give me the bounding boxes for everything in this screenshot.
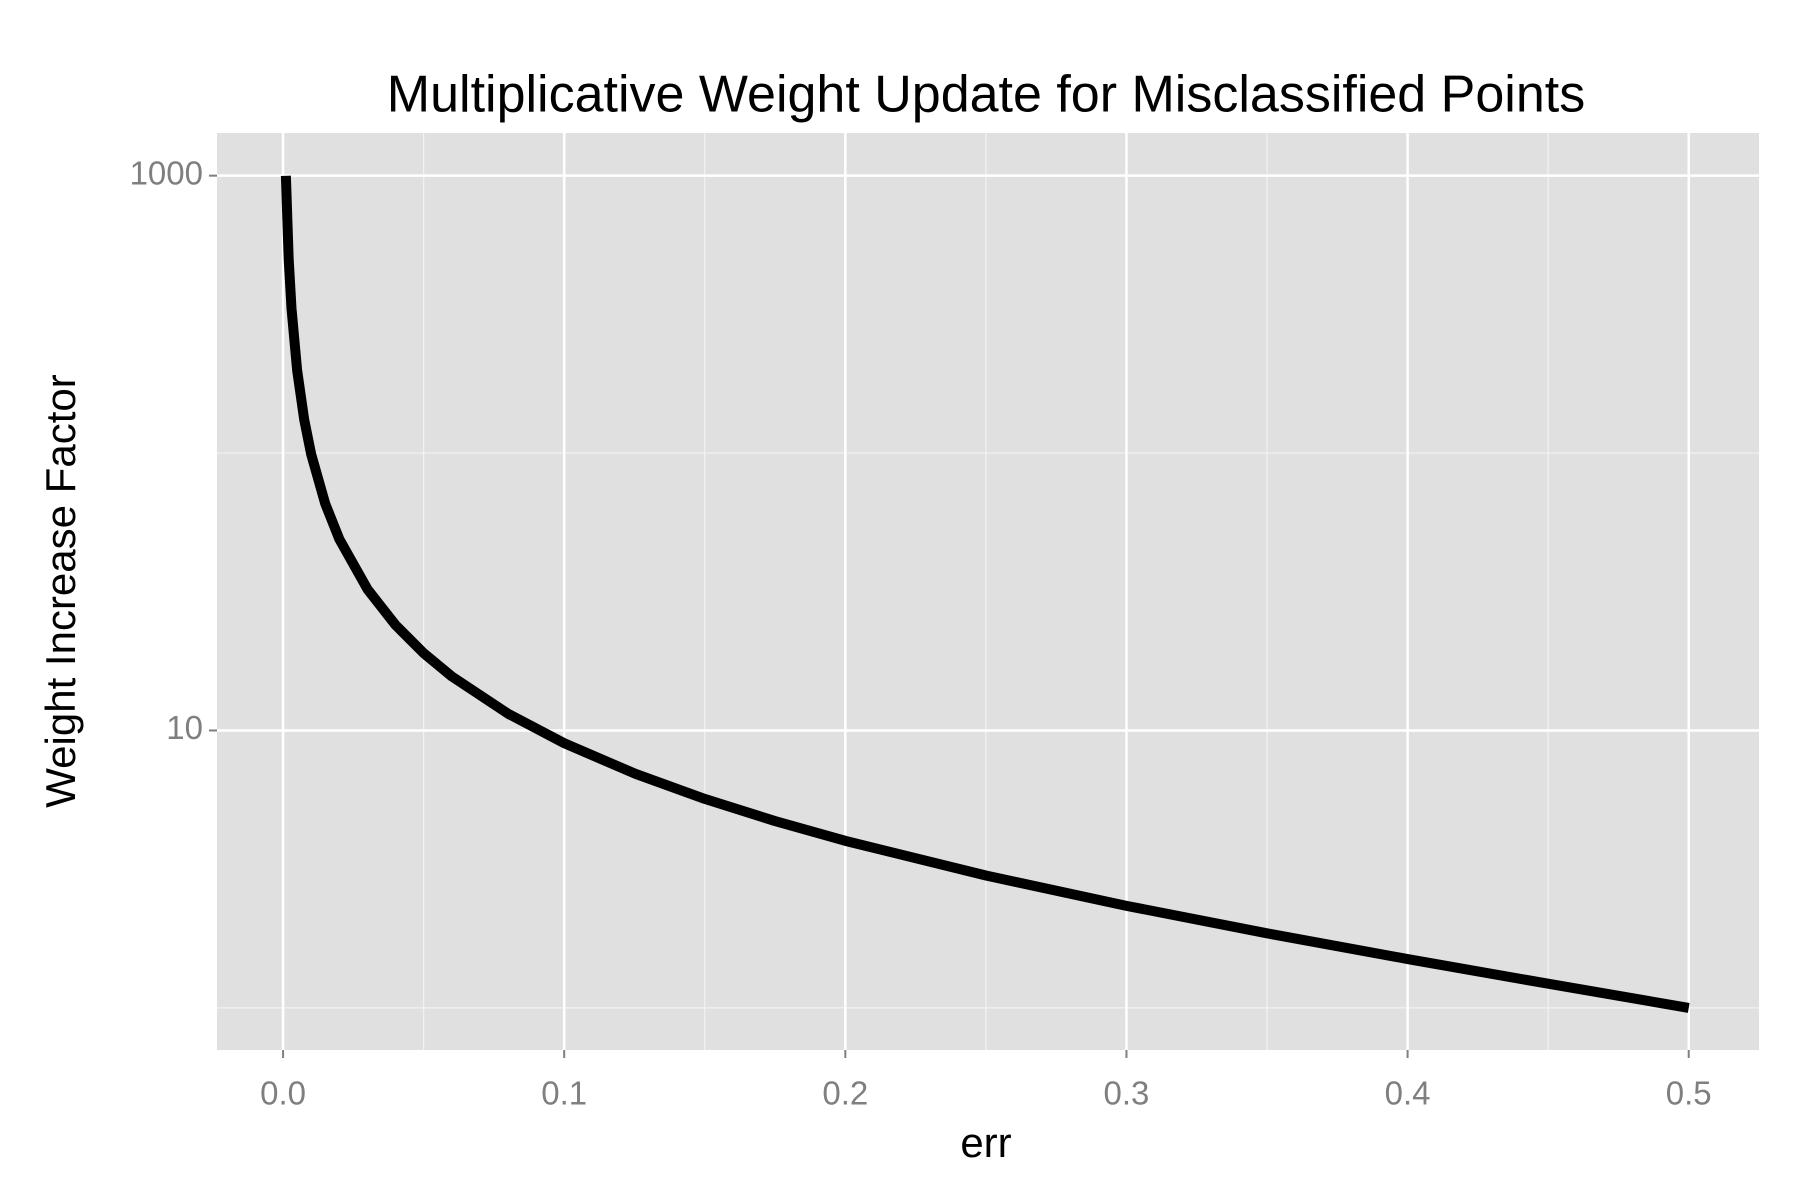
- x-tick-label: 0.2: [822, 1075, 868, 1112]
- x-tick-label: 0.0: [260, 1075, 306, 1112]
- x-tick-label: 0.5: [1666, 1075, 1712, 1112]
- line-series: [280, 175, 1690, 1013]
- y-axis-title: Weight Increase Factor: [37, 374, 84, 807]
- x-axis-title: err: [960, 1119, 1011, 1166]
- x-tick-label: 0.4: [1385, 1075, 1431, 1112]
- y-tick-label: 1000: [130, 154, 203, 191]
- y-tick-label: 10: [166, 709, 203, 746]
- chart-title: Multiplicative Weight Update for Misclas…: [387, 66, 1585, 124]
- plot-panel: [217, 133, 1759, 1050]
- x-tick-label: 0.3: [1104, 1075, 1150, 1112]
- x-tick-label: 0.1: [541, 1075, 587, 1112]
